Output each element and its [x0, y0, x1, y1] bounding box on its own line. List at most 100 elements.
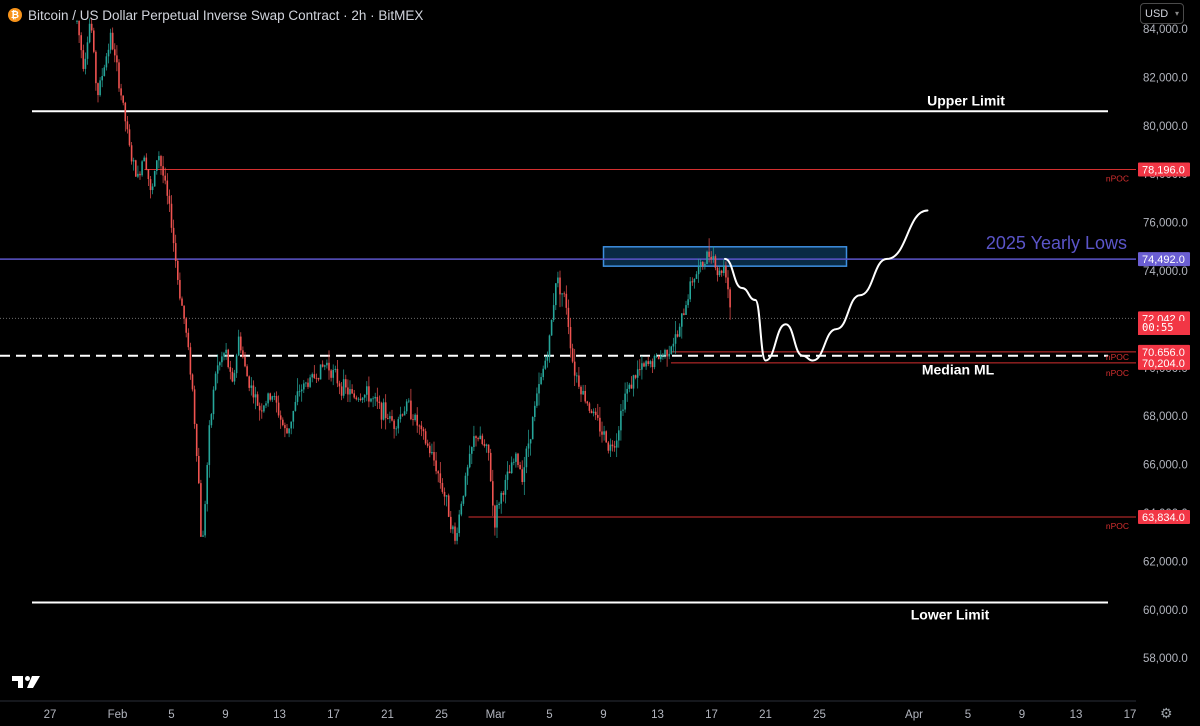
- candle-body: [235, 355, 238, 374]
- candle-body: [149, 179, 152, 191]
- candle-body: [513, 461, 515, 463]
- candle-body: [599, 417, 601, 432]
- candle-body: [311, 374, 313, 378]
- candle-body: [405, 401, 408, 412]
- candle-body: [521, 469, 523, 482]
- candle-body: [315, 377, 318, 379]
- x-tick-label: 13: [1070, 709, 1083, 721]
- candle-body: [634, 375, 637, 378]
- candle-body: [342, 379, 345, 396]
- candle-body: [313, 374, 316, 378]
- x-tick-label: 25: [813, 709, 826, 721]
- candle-body: [393, 420, 395, 429]
- candle-body: [565, 293, 568, 308]
- candle-body: [534, 405, 536, 417]
- candle-body: [336, 368, 339, 384]
- candle-body: [76, 20, 78, 22]
- candle-body: [225, 349, 227, 354]
- candle-body: [662, 355, 664, 356]
- candle-body: [389, 416, 391, 419]
- bitcoin-icon: ₿: [8, 8, 22, 22]
- candle-body: [185, 318, 187, 333]
- candle-body: [391, 416, 393, 421]
- level-label: Lower Limit: [911, 607, 990, 623]
- candle-body: [485, 444, 488, 446]
- candle-body: [561, 293, 563, 295]
- candle-body: [231, 371, 234, 382]
- candle-body: [473, 436, 475, 448]
- x-tick-label: Mar: [486, 709, 506, 721]
- candle-body: [187, 332, 190, 348]
- candle-body: [395, 428, 397, 430]
- candle-body: [643, 363, 645, 367]
- candle-body: [664, 349, 666, 356]
- candle-body: [290, 421, 292, 429]
- candle-body: [351, 389, 353, 394]
- candle-body: [382, 402, 385, 420]
- candle-body: [233, 373, 236, 382]
- candle-body: [582, 390, 584, 395]
- x-tick-label: 5: [168, 709, 174, 721]
- y-tick-label: 58,000.0: [1143, 653, 1188, 665]
- candle-body: [578, 375, 580, 387]
- price-tag-bg: [1138, 162, 1190, 177]
- candle-body: [559, 277, 561, 295]
- candle-body: [288, 428, 290, 434]
- candle-body: [477, 438, 479, 440]
- candle-body: [271, 396, 274, 400]
- chevron-down-icon: ▾: [1174, 9, 1179, 18]
- gear-icon[interactable]: ⚙: [1160, 705, 1173, 721]
- candle-body: [422, 429, 425, 432]
- candle-body: [172, 227, 175, 244]
- x-tick-label: 17: [327, 709, 340, 721]
- price-tag-bg: [1138, 252, 1190, 267]
- price-tag-label: 78,196.0: [1142, 164, 1185, 176]
- candle-body: [689, 281, 691, 300]
- candle-body: [229, 367, 232, 372]
- candle-body: [160, 156, 162, 167]
- candle-body: [177, 260, 179, 280]
- candle-body: [132, 160, 135, 162]
- candle-body: [445, 495, 448, 497]
- candle-body: [93, 30, 95, 52]
- candle-body: [443, 491, 446, 497]
- candle-body: [531, 416, 534, 440]
- candle-body: [326, 362, 328, 366]
- candle-body: [357, 398, 360, 400]
- x-tick-label: 9: [1019, 709, 1025, 721]
- candle-body: [86, 42, 89, 59]
- candle-body: [397, 419, 400, 429]
- candle-body: [515, 453, 517, 462]
- candle-body: [712, 256, 715, 260]
- price-tag-bg: [1138, 344, 1190, 359]
- candle-body: [256, 394, 259, 406]
- currency-selector[interactable]: USD ▾: [1140, 3, 1184, 24]
- candle-body: [687, 299, 689, 306]
- candles: [76, 17, 731, 545]
- candle-body: [563, 293, 565, 295]
- candle-body: [145, 157, 148, 170]
- candle-body: [674, 334, 677, 344]
- candle-body: [550, 320, 553, 336]
- chart-header: ₿ Bitcoin / US Dollar Perpetual Inverse …: [8, 6, 423, 24]
- candle-body: [729, 289, 731, 308]
- candle-body: [683, 313, 685, 315]
- candle-body: [242, 350, 244, 358]
- candle-body: [170, 203, 173, 228]
- price-tag-bg: [1138, 355, 1190, 370]
- candle-body: [284, 425, 286, 429]
- candle-body: [338, 383, 341, 387]
- candle-body: [576, 375, 578, 377]
- candle-body: [261, 410, 263, 412]
- y-tick-label: 66,000.0: [1143, 460, 1188, 472]
- candle-body: [250, 385, 253, 388]
- candle-body: [355, 397, 358, 400]
- candle-body: [345, 379, 347, 388]
- candle-body: [193, 389, 196, 425]
- price-axis: 58,000.060,000.062,000.064,000.066,000.0…: [1143, 24, 1188, 665]
- candle-body: [624, 393, 626, 410]
- candle-body: [641, 363, 643, 370]
- level-label: 2025 Yearly Lows: [986, 233, 1127, 253]
- candle-body: [349, 389, 351, 395]
